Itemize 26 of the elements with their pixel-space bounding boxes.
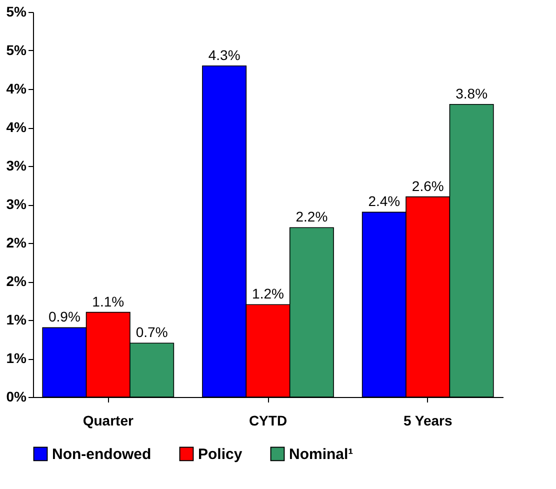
data-label: 3.8%: [456, 85, 488, 102]
data-label: 0.7%: [136, 324, 168, 340]
y-tick-label: 2%: [6, 273, 28, 289]
data-label: 4.3%: [208, 46, 240, 63]
x-tick-label: Quarter: [82, 412, 134, 428]
x-tick-label: 5 Years: [403, 412, 452, 428]
y-tick-label: 1%: [6, 350, 28, 366]
data-label: 2.4%: [368, 193, 400, 210]
y-tick-label: 1%: [6, 312, 28, 328]
y-tick-label: 2%: [6, 234, 28, 250]
data-label: 2.2%: [296, 208, 328, 225]
y-tick-label: 5%: [6, 42, 28, 58]
data-label: 1.1%: [92, 293, 124, 310]
y-tick-label: 5%: [6, 4, 28, 20]
y-tick-label: 0%: [6, 388, 28, 404]
legend-label: Policy: [198, 446, 243, 463]
y-tick-label: 3%: [6, 158, 28, 174]
data-label: 0.9%: [48, 308, 80, 325]
y-tick-label: 4%: [6, 80, 28, 96]
y-tick-label: 3%: [6, 196, 28, 212]
data-label: 2.6%: [412, 178, 444, 194]
y-tick-label: 4%: [6, 119, 28, 135]
legend-label: Nominal¹: [289, 446, 354, 463]
x-tick-label: CYTD: [248, 412, 288, 428]
data-label: 1.2%: [252, 286, 284, 302]
legend-label: Non-endowed: [52, 446, 152, 463]
